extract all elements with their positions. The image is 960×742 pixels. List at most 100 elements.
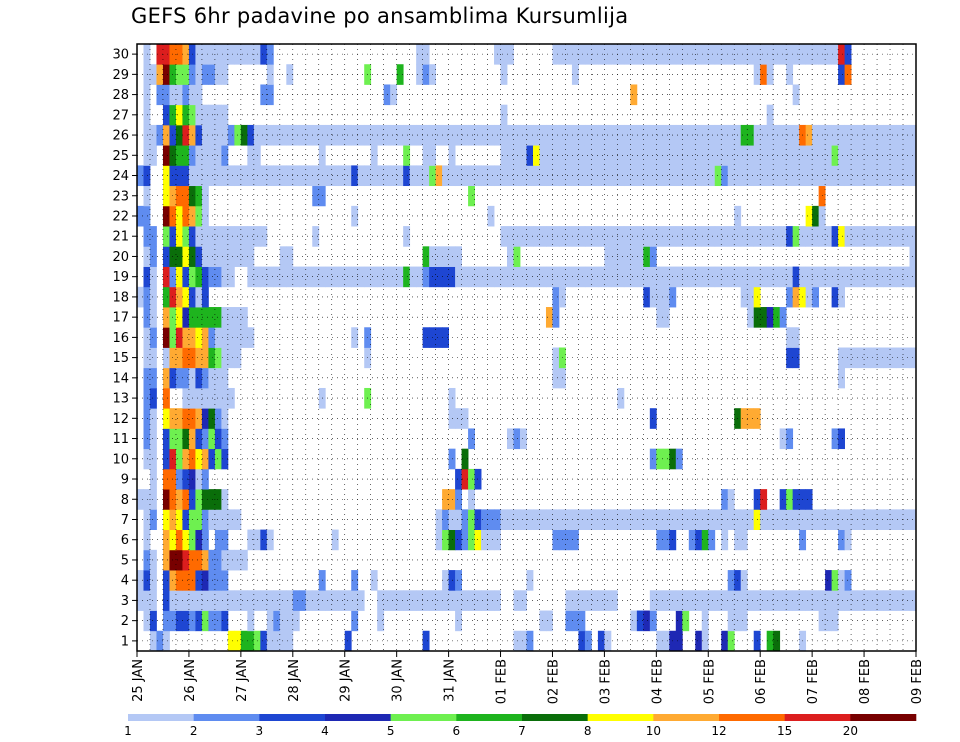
heatmap-cell bbox=[227, 226, 235, 247]
heatmap-cell bbox=[747, 124, 755, 146]
heatmap-cell bbox=[182, 205, 190, 227]
heatmap-cell bbox=[175, 205, 183, 227]
heatmap-cell bbox=[370, 266, 378, 288]
heatmap-cell bbox=[877, 266, 884, 288]
heatmap-cell bbox=[292, 165, 300, 187]
heatmap-cell bbox=[656, 124, 664, 146]
heatmap-cell bbox=[831, 124, 839, 146]
heatmap-cell bbox=[221, 327, 229, 348]
heatmap-cell bbox=[468, 185, 475, 207]
x-tick-label: 07 FEB bbox=[806, 659, 821, 704]
heatmap-cell bbox=[422, 44, 430, 65]
heatmap-cell bbox=[403, 124, 411, 146]
heatmap-cell bbox=[175, 468, 183, 490]
heatmap-cell bbox=[221, 44, 229, 65]
heatmap-cell bbox=[812, 266, 820, 288]
heatmap-cell bbox=[143, 104, 151, 126]
heatmap-cell bbox=[442, 509, 449, 530]
heatmap-cell bbox=[208, 570, 216, 591]
heatmap-cell bbox=[831, 44, 839, 65]
heatmap-cell bbox=[221, 165, 229, 187]
heatmap-cell bbox=[740, 226, 748, 247]
heatmap-cell bbox=[643, 509, 651, 530]
heatmap-cell bbox=[578, 509, 586, 530]
heatmap-cell bbox=[487, 590, 495, 611]
heatmap-cell bbox=[565, 590, 573, 611]
heatmap-cell bbox=[740, 124, 748, 146]
heatmap-cell bbox=[162, 44, 170, 65]
heatmap-cell bbox=[227, 590, 235, 611]
heatmap-cell bbox=[571, 529, 579, 551]
heatmap-cell bbox=[195, 347, 203, 369]
y-tick-label: 25 bbox=[112, 149, 129, 164]
heatmap-cell bbox=[643, 44, 651, 65]
heatmap-cell bbox=[182, 347, 190, 369]
heatmap-cell bbox=[331, 529, 339, 551]
heatmap-cell bbox=[195, 246, 203, 267]
heatmap-cell bbox=[838, 226, 845, 247]
heatmap-cell bbox=[338, 266, 346, 288]
heatmap-cell bbox=[455, 165, 462, 187]
heatmap-cell bbox=[240, 590, 248, 611]
heatmap-cell bbox=[500, 509, 508, 530]
heatmap-cell bbox=[617, 266, 625, 288]
heatmap-cell bbox=[708, 509, 716, 530]
heatmap-cell bbox=[766, 145, 774, 166]
heatmap-cell bbox=[773, 124, 781, 146]
heatmap-cell bbox=[838, 286, 845, 308]
heatmap-cell bbox=[201, 509, 209, 530]
heatmap-cell bbox=[500, 165, 508, 187]
heatmap-cell bbox=[175, 549, 183, 571]
y-tick-label: 7 bbox=[121, 513, 129, 528]
heatmap-cell bbox=[747, 509, 755, 530]
heatmap-cell bbox=[896, 124, 904, 146]
heatmap-cell bbox=[435, 266, 443, 288]
legend-swatch bbox=[784, 714, 851, 721]
heatmap-cell bbox=[656, 266, 664, 288]
heatmap-cell bbox=[175, 570, 183, 591]
heatmap-cell bbox=[279, 246, 287, 267]
heatmap-cell bbox=[195, 367, 203, 389]
heatmap-cell bbox=[149, 448, 157, 470]
heatmap-cell bbox=[649, 408, 657, 429]
heatmap-cell bbox=[175, 529, 183, 551]
heatmap-cell bbox=[221, 226, 229, 247]
heatmap-cell bbox=[195, 489, 203, 510]
heatmap-cell bbox=[247, 246, 255, 267]
heatmap-cell bbox=[812, 286, 820, 308]
heatmap-cell bbox=[662, 165, 670, 187]
heatmap-cell bbox=[292, 266, 300, 288]
heatmap-cell bbox=[708, 266, 716, 288]
heatmap-cell bbox=[227, 124, 235, 146]
heatmap-cell bbox=[175, 408, 183, 429]
heatmap-cell bbox=[435, 327, 443, 348]
y-tick-label: 1 bbox=[121, 634, 129, 649]
heatmap-cell bbox=[545, 145, 553, 166]
heatmap-cell bbox=[591, 509, 599, 530]
heatmap-cell bbox=[156, 630, 164, 652]
heatmap-cell bbox=[143, 367, 151, 389]
heatmap-cell bbox=[266, 630, 274, 652]
heatmap-cell bbox=[214, 104, 222, 126]
heatmap-cell bbox=[714, 124, 722, 146]
heatmap-cell bbox=[175, 367, 183, 389]
heatmap-cell bbox=[162, 104, 170, 126]
heatmap-cell bbox=[708, 145, 716, 166]
heatmap-cell bbox=[805, 509, 813, 530]
heatmap-cell bbox=[526, 570, 534, 591]
heatmap-cell bbox=[545, 226, 553, 247]
heatmap-cell bbox=[552, 44, 560, 65]
heatmap-cell bbox=[325, 165, 333, 187]
heatmap-cell bbox=[162, 468, 170, 490]
heatmap-cell bbox=[727, 165, 735, 187]
heatmap-cell bbox=[870, 590, 878, 611]
heatmap-cell bbox=[149, 307, 157, 328]
heatmap-cell bbox=[851, 266, 858, 288]
heatmap-cell bbox=[792, 226, 800, 247]
heatmap-cell bbox=[721, 630, 729, 652]
heatmap-cell bbox=[208, 489, 216, 510]
y-tick-label: 16 bbox=[112, 331, 129, 346]
heatmap-cell bbox=[162, 185, 170, 207]
heatmap-cell bbox=[260, 590, 268, 611]
heatmap-cell bbox=[675, 124, 683, 146]
